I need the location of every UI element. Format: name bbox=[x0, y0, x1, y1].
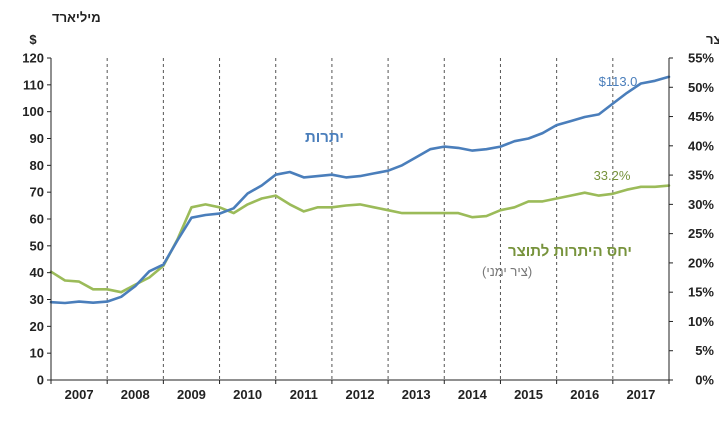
right-tick-label: 5% bbox=[695, 343, 714, 358]
left-tick-label: 90 bbox=[30, 131, 44, 146]
right-tick-label: 30% bbox=[688, 197, 714, 212]
year-dividers bbox=[106, 58, 614, 380]
left-tick-label: 50 bbox=[30, 238, 44, 253]
series-lines bbox=[49, 75, 671, 305]
right-axis-unit: תוצר bbox=[706, 32, 719, 47]
right-tick-label: 25% bbox=[688, 226, 714, 241]
series-line-reserves bbox=[49, 75, 671, 305]
right-tick-label: 40% bbox=[688, 138, 714, 153]
x-tick-label: 2016 bbox=[570, 387, 599, 402]
right-tick-label: 45% bbox=[688, 109, 714, 124]
right-tick-label: 15% bbox=[688, 285, 714, 300]
x-tick-label: 2007 bbox=[65, 387, 94, 402]
x-axis-ticks: 2007 2008 2009 2010 2011 2012 2013 2014 2015 2016… bbox=[50, 380, 670, 402]
right-tick-label: 0% bbox=[695, 373, 714, 388]
axes bbox=[50, 58, 670, 381]
x-tick-label: 2015 bbox=[514, 387, 543, 402]
x-tick-label: 2012 bbox=[346, 387, 375, 402]
left-axis-unit-line2: $ bbox=[29, 32, 37, 47]
x-tick-label: 2010 bbox=[233, 387, 262, 402]
left-tick-label: 70 bbox=[30, 185, 44, 200]
x-tick-label: 2014 bbox=[458, 387, 488, 402]
left-tick-label: 20 bbox=[30, 319, 44, 334]
left-axis-ticks: 0 10 20 30 40 50 60 70 80 90 100 110 120 bbox=[22, 51, 51, 388]
left-axis-unit-line1: מיליארד bbox=[52, 10, 101, 25]
x-tick-label: 2011 bbox=[290, 387, 318, 402]
right-tick-label: 10% bbox=[688, 314, 714, 329]
right-tick-label: 50% bbox=[688, 80, 714, 95]
left-tick-label: 60 bbox=[30, 212, 44, 227]
x-tick-label: 2017 bbox=[626, 387, 655, 402]
left-tick-label: 30 bbox=[30, 292, 44, 307]
end-label-reserves: $113.0 bbox=[599, 74, 638, 89]
right-tick-label: 55% bbox=[688, 51, 714, 66]
series-label-ratio: יחס היתרות לתוצר bbox=[508, 243, 632, 260]
left-tick-label: 100 bbox=[22, 104, 44, 119]
series-sublabel-ratio: (ציר ימני) bbox=[482, 264, 532, 279]
series-label-reserves: יתרות bbox=[305, 129, 344, 146]
right-axis-ticks: 0% 5% 10% 15% 20% 25% 30% 35% 40% 45% 50% 55% bbox=[669, 51, 714, 388]
x-tick-label: 2008 bbox=[121, 387, 150, 402]
series-line-ratio bbox=[49, 184, 671, 294]
left-tick-label: 10 bbox=[30, 346, 44, 361]
left-tick-label: 120 bbox=[22, 51, 44, 66]
x-tick-label: 2009 bbox=[177, 387, 206, 402]
left-tick-label: 0 bbox=[37, 373, 44, 388]
left-tick-label: 80 bbox=[30, 158, 44, 173]
left-tick-label: 40 bbox=[30, 265, 44, 280]
left-tick-label: 110 bbox=[23, 77, 44, 92]
end-label-ratio: 33.2% bbox=[594, 168, 631, 183]
right-tick-label: 35% bbox=[688, 168, 714, 183]
right-tick-label: 20% bbox=[688, 255, 714, 270]
x-tick-label: 2013 bbox=[402, 387, 431, 402]
